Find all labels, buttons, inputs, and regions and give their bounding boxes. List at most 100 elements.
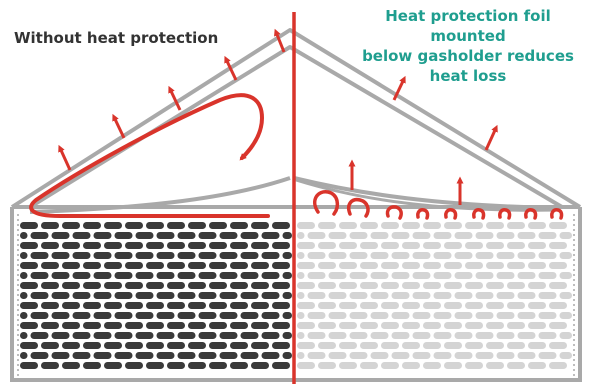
brick — [507, 342, 525, 349]
brick — [423, 322, 441, 329]
heat-loss-arrows-right — [348, 75, 498, 205]
brick — [307, 312, 326, 319]
brick — [135, 292, 154, 299]
brick — [402, 362, 420, 369]
brick — [104, 242, 122, 249]
brick — [62, 282, 80, 289]
brick — [177, 272, 196, 279]
brick — [444, 342, 462, 349]
brick — [177, 312, 196, 319]
brick — [538, 332, 557, 339]
brick — [93, 332, 112, 339]
brick — [72, 232, 91, 239]
brick — [30, 272, 49, 279]
brick — [318, 282, 336, 289]
brick — [167, 222, 185, 229]
brick — [62, 302, 80, 309]
brick — [156, 252, 175, 259]
brick — [528, 342, 546, 349]
brick — [198, 332, 217, 339]
brick — [517, 332, 536, 339]
substrate-bricks-right — [297, 222, 572, 369]
brick — [391, 292, 410, 299]
brick — [114, 252, 133, 259]
brick — [72, 252, 91, 259]
brick — [412, 332, 431, 339]
brick — [177, 352, 196, 359]
brick — [261, 232, 280, 239]
brick — [177, 332, 196, 339]
brick — [261, 312, 280, 319]
brick — [41, 242, 59, 249]
brick — [240, 332, 259, 339]
brick — [391, 352, 410, 359]
brick — [51, 272, 70, 279]
brick — [272, 342, 290, 349]
brick — [20, 252, 28, 259]
brick — [475, 272, 494, 279]
brick — [475, 352, 494, 359]
brick — [507, 322, 525, 329]
brick — [230, 242, 248, 249]
brick — [177, 252, 196, 259]
brick — [297, 272, 305, 279]
brick — [198, 312, 217, 319]
brick — [156, 292, 175, 299]
brick — [72, 312, 91, 319]
brick — [83, 342, 101, 349]
brick — [360, 362, 378, 369]
brick — [549, 222, 567, 229]
brick — [114, 292, 133, 299]
brick — [549, 362, 567, 369]
brick — [219, 312, 238, 319]
brick — [423, 242, 441, 249]
brick — [328, 312, 347, 319]
brick — [219, 252, 238, 259]
brick — [465, 282, 483, 289]
brick — [83, 242, 101, 249]
brick — [318, 262, 336, 269]
brick — [62, 262, 80, 269]
brick — [20, 232, 28, 239]
brick — [83, 262, 101, 269]
brick — [349, 332, 368, 339]
brick — [486, 262, 504, 269]
brick — [135, 252, 154, 259]
brick — [198, 352, 217, 359]
brick — [402, 342, 420, 349]
brick — [559, 312, 572, 319]
brick — [402, 322, 420, 329]
brick — [444, 302, 462, 309]
brick — [328, 332, 347, 339]
brick — [496, 332, 515, 339]
brick — [41, 362, 59, 369]
brick — [538, 272, 557, 279]
brick — [146, 342, 164, 349]
brick — [104, 222, 122, 229]
brick — [156, 312, 175, 319]
brick — [41, 322, 59, 329]
brick — [297, 232, 305, 239]
brick — [135, 272, 154, 279]
brick — [360, 262, 378, 269]
brick — [297, 352, 305, 359]
brick — [339, 362, 357, 369]
label-line-3: heat loss — [429, 67, 507, 85]
brick — [381, 342, 399, 349]
brick — [349, 312, 368, 319]
brick — [51, 352, 70, 359]
brick — [30, 252, 49, 259]
brick — [318, 302, 336, 309]
brick — [465, 222, 483, 229]
brick — [93, 352, 112, 359]
brick — [20, 282, 38, 289]
brick — [297, 242, 315, 249]
brick — [423, 282, 441, 289]
brick — [125, 322, 143, 329]
brick — [559, 232, 572, 239]
brick — [318, 222, 336, 229]
brick — [167, 322, 185, 329]
brick — [517, 232, 536, 239]
brick — [475, 332, 494, 339]
brick — [146, 242, 164, 249]
